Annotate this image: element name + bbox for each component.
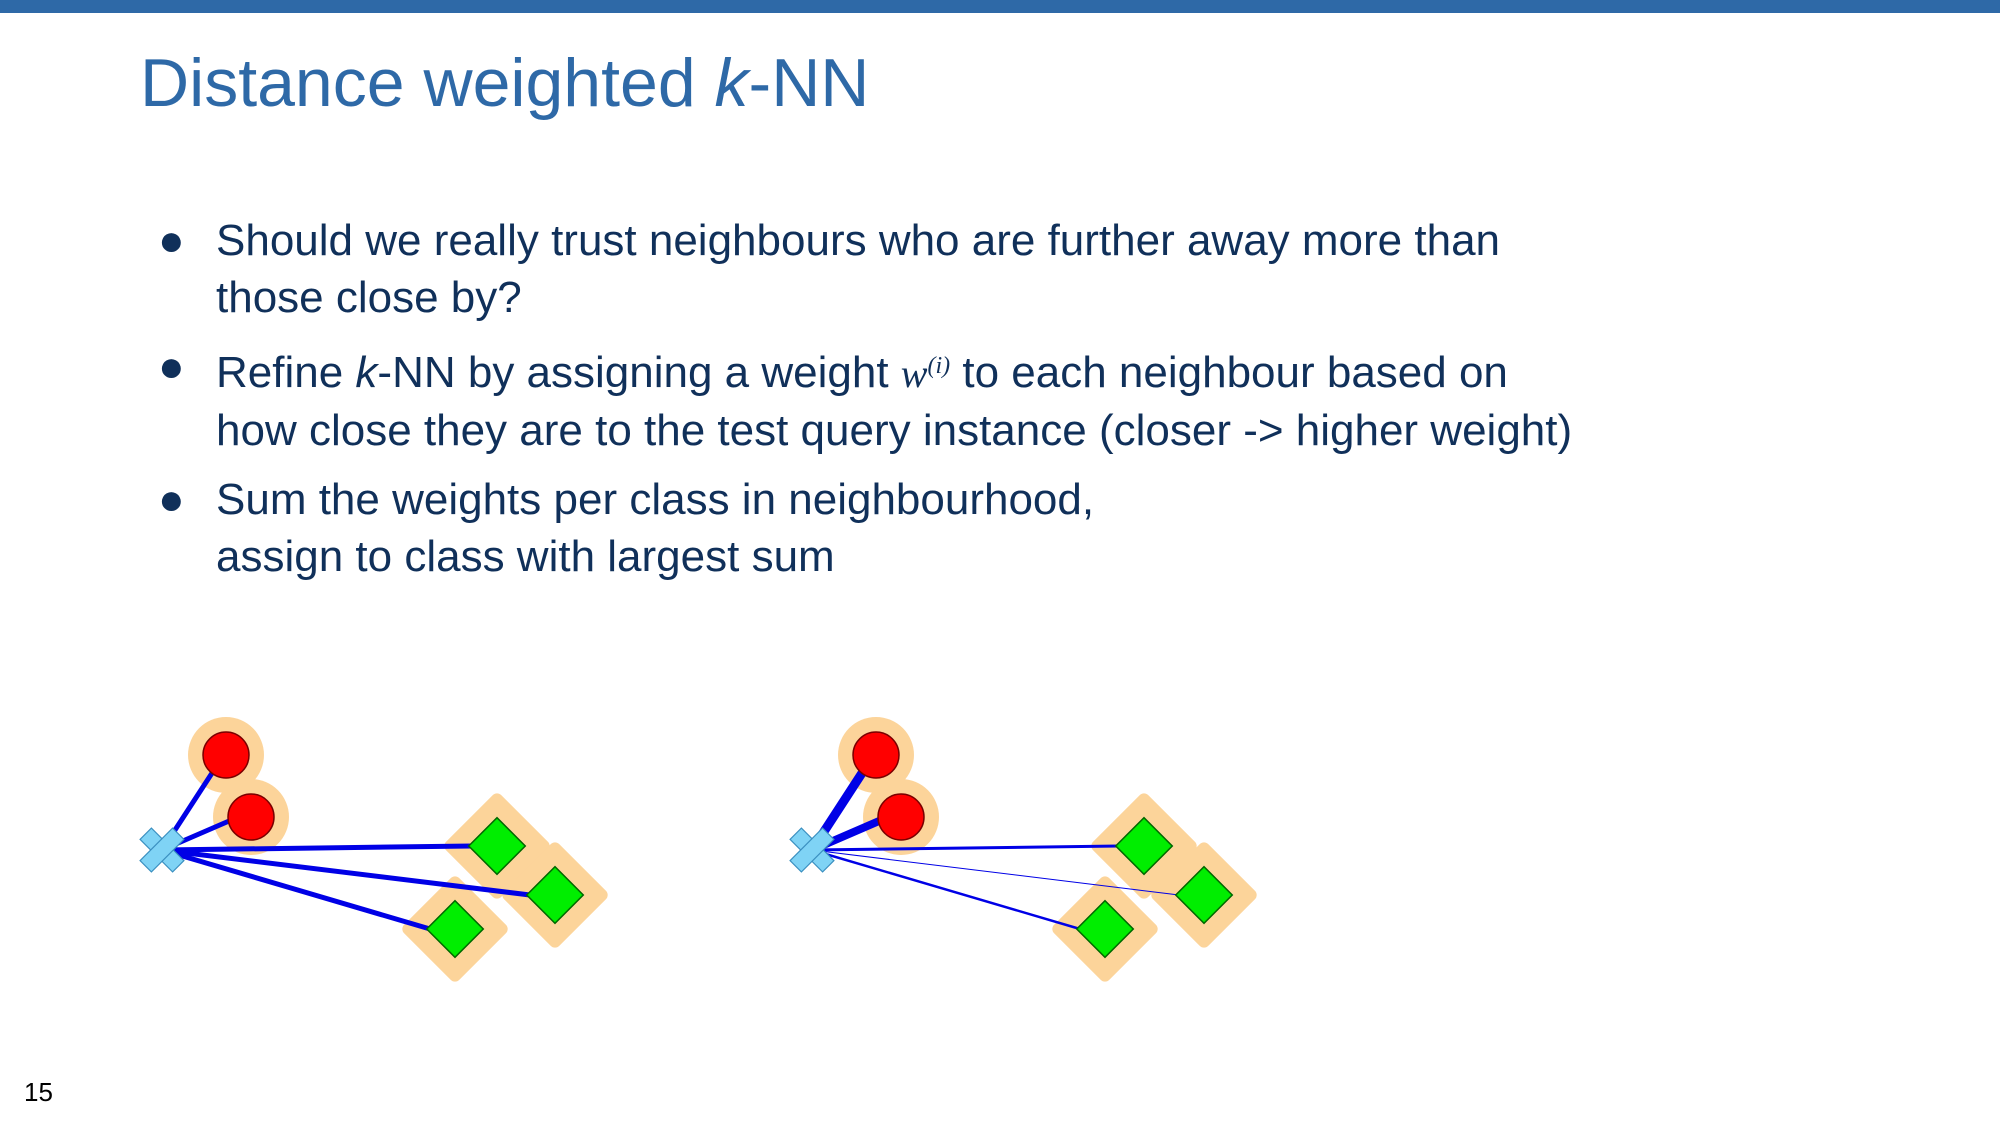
green-diamond-icon xyxy=(425,899,485,959)
red-circle-icon xyxy=(877,793,925,841)
diagram-weighted-knn xyxy=(789,717,1257,982)
title-k: k xyxy=(714,45,749,121)
weight-superscript: (i) xyxy=(927,353,951,379)
diagram-uniform-knn xyxy=(139,717,608,982)
bullet-dot-icon: ● xyxy=(158,216,185,265)
bullet-dot-icon: ● xyxy=(158,475,185,524)
red-circle-icon xyxy=(202,731,250,779)
link-line-medium xyxy=(810,848,1082,931)
class-markers xyxy=(852,731,925,841)
bullet-list: ● Should we really trust neighbours who … xyxy=(158,212,1878,597)
bullet-dot-icon: ● xyxy=(158,342,185,391)
green-diamond-icon xyxy=(1114,816,1174,876)
green-diamond-icon xyxy=(1174,865,1234,925)
red-circle-icon xyxy=(227,793,275,841)
bullet-3-line-2: assign to class with largest sum xyxy=(216,532,835,581)
class-markers-green xyxy=(1075,816,1234,959)
link-line xyxy=(159,847,433,932)
link-line xyxy=(159,843,475,853)
link-line-thin xyxy=(811,849,1180,896)
slide-title: Distance weighted k-NN xyxy=(140,44,869,122)
title-suffix: -NN xyxy=(748,45,870,121)
bullet-1-line-1: Should we really trust neighbours who ar… xyxy=(216,216,1501,265)
green-diamond-icon xyxy=(467,816,527,876)
bullet-2-text-c: to each neighbour based on xyxy=(950,348,1508,397)
link-line xyxy=(159,847,533,898)
bullet-2-text-a: Refine xyxy=(216,348,356,397)
query-cross-icon xyxy=(789,827,835,873)
bullet-item-2: ● Refine k-NN by assigning a weight w(i)… xyxy=(158,338,1878,459)
page-number: 15 xyxy=(24,1077,53,1107)
red-circle-icon xyxy=(852,731,900,779)
link-line-medium xyxy=(810,844,1121,852)
green-diamond-icon xyxy=(1075,899,1135,959)
weight-symbol: w(i) xyxy=(901,351,950,396)
top-accent-bar xyxy=(0,0,2000,13)
title-prefix: Distance weighted xyxy=(140,45,715,121)
green-diamond-icon xyxy=(525,865,585,925)
bullet-2-text-b: -NN by assigning a weight xyxy=(377,348,901,397)
weight-w: w xyxy=(900,351,928,396)
bullet-item-1: ● Should we really trust neighbours who … xyxy=(158,212,1878,326)
bullet-1-line-2: those close by? xyxy=(216,273,522,322)
bullet-2-line-1: Refine k-NN by assigning a weight w(i) t… xyxy=(216,338,1878,402)
bullet-2-line-2: how close they are to the test query ins… xyxy=(216,406,1573,455)
neighbour-highlights xyxy=(838,717,1257,982)
class-markers-green xyxy=(425,816,585,959)
bullet-3-line-1: Sum the weights per class in neighbourho… xyxy=(216,475,1095,524)
query-cross-icon xyxy=(139,827,185,873)
bullet-item-3: ● Sum the weights per class in neighbour… xyxy=(158,471,1878,585)
bullet-2-k: k xyxy=(355,348,378,397)
class-markers xyxy=(202,731,275,841)
